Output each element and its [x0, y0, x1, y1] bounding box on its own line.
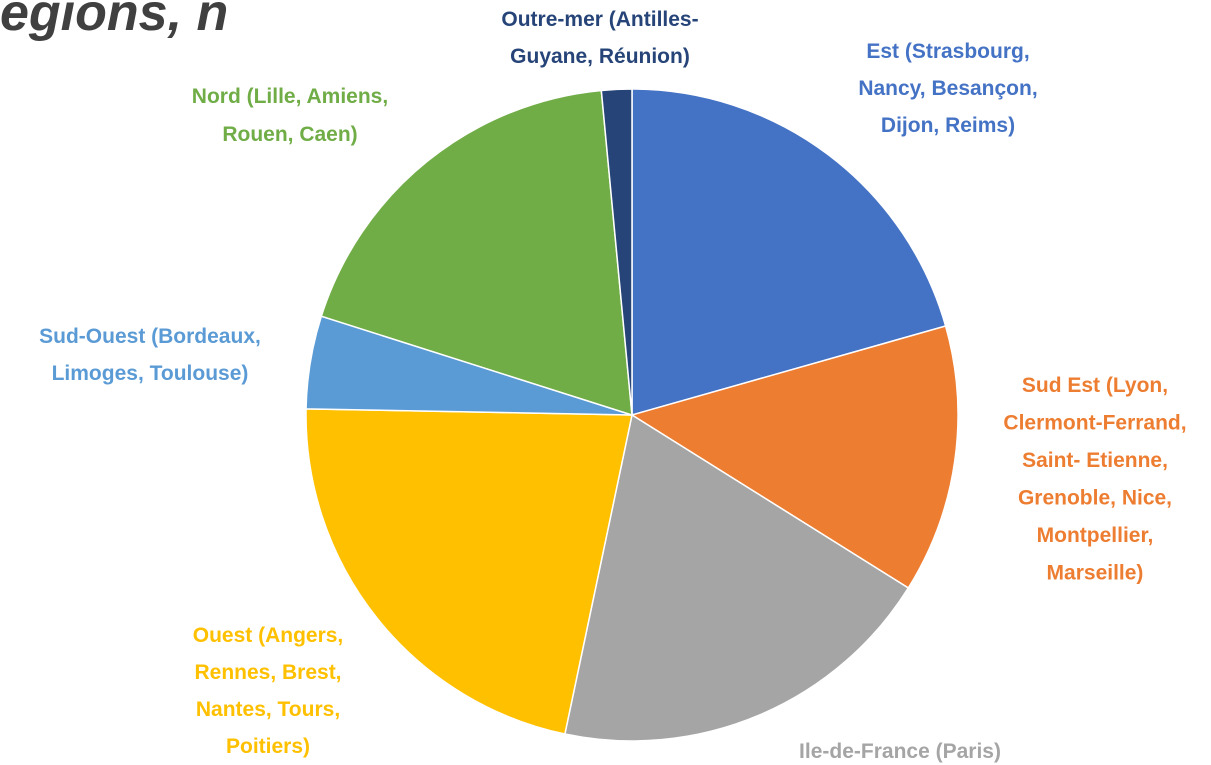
slice-label-line: Poitiers) [226, 735, 310, 758]
slice-label-line: Rouen, Caen) [222, 123, 357, 146]
slice-label-line: Saint- Etienne, [1022, 449, 1168, 472]
pie-slice [600, 88, 633, 416]
slice-label-line: Sud-Ouest (Bordeaux, [39, 325, 261, 348]
slice-label-line: Montpellier, [1037, 524, 1154, 547]
slice-label: Ile-de-France (Paris) [799, 740, 1001, 763]
slice-label: Sud Est (Lyon, Clermont-Ferrand, Saint- Et… [1003, 374, 1186, 585]
pie-slice [631, 88, 947, 416]
slice-label-line: Outre-mer (Antilles- [501, 8, 698, 31]
slice-label-line: Ile-de-France (Paris) [799, 740, 1001, 763]
slice-label: Ouest (Angers, Rennes, Brest, Nantes, Tour… [193, 624, 344, 758]
pie-slice [305, 408, 633, 735]
pie-slice [320, 89, 633, 417]
slice-label-line: Nord (Lille, Amiens, [192, 85, 388, 108]
chart-title: égions, n [0, 0, 228, 42]
slice-label-line: Dijon, Reims) [881, 114, 1015, 137]
slice-label-line: Marseille) [1047, 561, 1144, 584]
slice-label: Outre-mer (Antilles- Guyane, Réunion) [501, 8, 698, 68]
pie-slice [564, 413, 910, 742]
slice-label-line: Guyane, Réunion) [510, 45, 690, 68]
slice-label-line: Nantes, Tours, [196, 698, 340, 721]
pie-slice [630, 325, 959, 589]
slice-label-line: Grenoble, Nice, [1018, 486, 1172, 509]
slice-label-line: Sud Est (Lyon, [1022, 374, 1168, 397]
slice-label-line: Est (Strasbourg, [866, 40, 1029, 63]
slice-label-line: Clermont-Ferrand, [1003, 411, 1186, 434]
slice-label: Est (Strasbourg, Nancy, Besançon, Dijon, R… [858, 40, 1037, 137]
slice-label-line: Nancy, Besançon, [858, 77, 1037, 100]
slice-label-line: Limoges, Toulouse) [52, 362, 249, 385]
slice-label-line: Rennes, Brest, [194, 661, 341, 684]
slice-label: Sud-Ouest (Bordeaux, Limoges, Toulouse) [39, 325, 261, 385]
slice-label-line: Ouest (Angers, [193, 624, 344, 647]
slice-label: Nord (Lille, Amiens, Rouen, Caen) [192, 85, 388, 146]
